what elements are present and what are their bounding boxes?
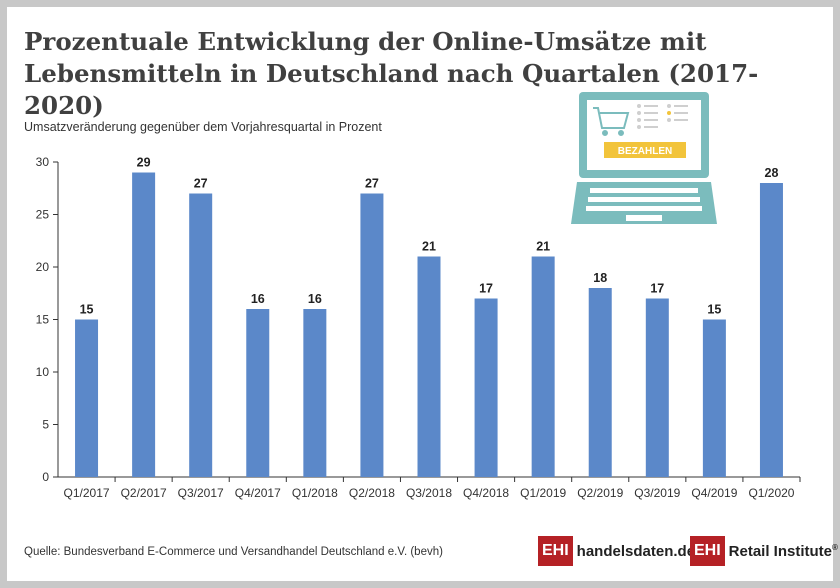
y-tick-label: 0 xyxy=(42,470,49,484)
product-list-icon xyxy=(637,104,688,129)
shopping-cart-icon xyxy=(593,107,630,136)
bar xyxy=(645,298,669,477)
data-label: 15 xyxy=(80,303,94,317)
y-tick-label: 20 xyxy=(36,260,50,274)
laptop-shopping-cart-icon: BEZAHLEN xyxy=(571,92,717,224)
y-tick-label: 5 xyxy=(42,418,49,432)
y-tick-label: 25 xyxy=(36,208,50,222)
x-tick-label: Q1/2017 xyxy=(64,486,110,500)
bar xyxy=(246,309,270,477)
handelsdaten-logo-text: handelsdaten.de xyxy=(576,542,696,560)
data-label: 27 xyxy=(365,177,379,191)
x-tick-label: Q4/2017 xyxy=(235,486,281,500)
data-label: 21 xyxy=(536,240,550,254)
bar xyxy=(75,319,99,477)
x-tick-label: Q3/2019 xyxy=(634,486,680,500)
data-label: 29 xyxy=(137,156,151,170)
ehi-logo-box-2: EHI xyxy=(690,536,725,566)
keyboard-keys xyxy=(586,188,702,211)
y-tick-label: 10 xyxy=(36,365,50,379)
ehi-logo-box: EHI xyxy=(538,536,573,566)
bar xyxy=(759,183,783,477)
retail-institute-logo-text: Retail Institute® xyxy=(725,543,838,560)
x-tick-label: Q1/2018 xyxy=(292,486,338,500)
source-note: Quelle: Bundesverband E-Commerce und Ver… xyxy=(24,546,443,558)
x-tick-label: Q2/2018 xyxy=(349,486,395,500)
pay-button xyxy=(604,142,686,158)
x-tick-label: Q2/2017 xyxy=(121,486,167,500)
pay-button-label: BEZAHLEN xyxy=(618,146,672,157)
data-label: 18 xyxy=(593,271,607,285)
bar xyxy=(132,172,156,477)
data-label: 16 xyxy=(251,292,265,306)
y-tick-label: 15 xyxy=(36,313,50,327)
bar xyxy=(474,298,498,477)
bar xyxy=(303,309,327,477)
x-tick-label: Q4/2018 xyxy=(463,486,509,500)
bar xyxy=(189,193,213,477)
x-tick-label: Q1/2020 xyxy=(748,486,794,500)
data-label: 15 xyxy=(707,303,721,317)
bar xyxy=(588,288,612,477)
y-axis-label: Umsatzveränderung gegenüber dem Vorjahre… xyxy=(24,120,382,134)
bar xyxy=(417,256,441,477)
y-tick-label: 30 xyxy=(36,155,50,169)
handelsdaten-logo: EHI handelsdaten.de xyxy=(538,536,695,566)
x-tick-label: Q1/2019 xyxy=(520,486,566,500)
chart-title: Prozentuale Entwicklung der Online-Umsät… xyxy=(24,27,759,120)
data-label: 17 xyxy=(650,282,664,296)
data-label: 21 xyxy=(422,240,436,254)
bar xyxy=(360,193,384,477)
data-label: 17 xyxy=(479,282,493,296)
data-label: 27 xyxy=(194,177,208,191)
x-tick-label: Q4/2019 xyxy=(691,486,737,500)
x-tick-label: Q3/2018 xyxy=(406,486,452,500)
data-label: 16 xyxy=(308,292,322,306)
retail-institute-text: Retail Institute xyxy=(728,542,833,560)
laptop-touchpad xyxy=(626,215,662,221)
bar xyxy=(531,256,555,477)
x-tick-label: Q3/2017 xyxy=(178,486,224,500)
x-tick-label: Q2/2019 xyxy=(577,486,623,500)
retail-institute-logo: EHI Retail Institute® xyxy=(690,536,838,566)
data-label: 28 xyxy=(765,166,779,180)
bar xyxy=(702,319,726,477)
registered-mark: ® xyxy=(832,542,838,552)
